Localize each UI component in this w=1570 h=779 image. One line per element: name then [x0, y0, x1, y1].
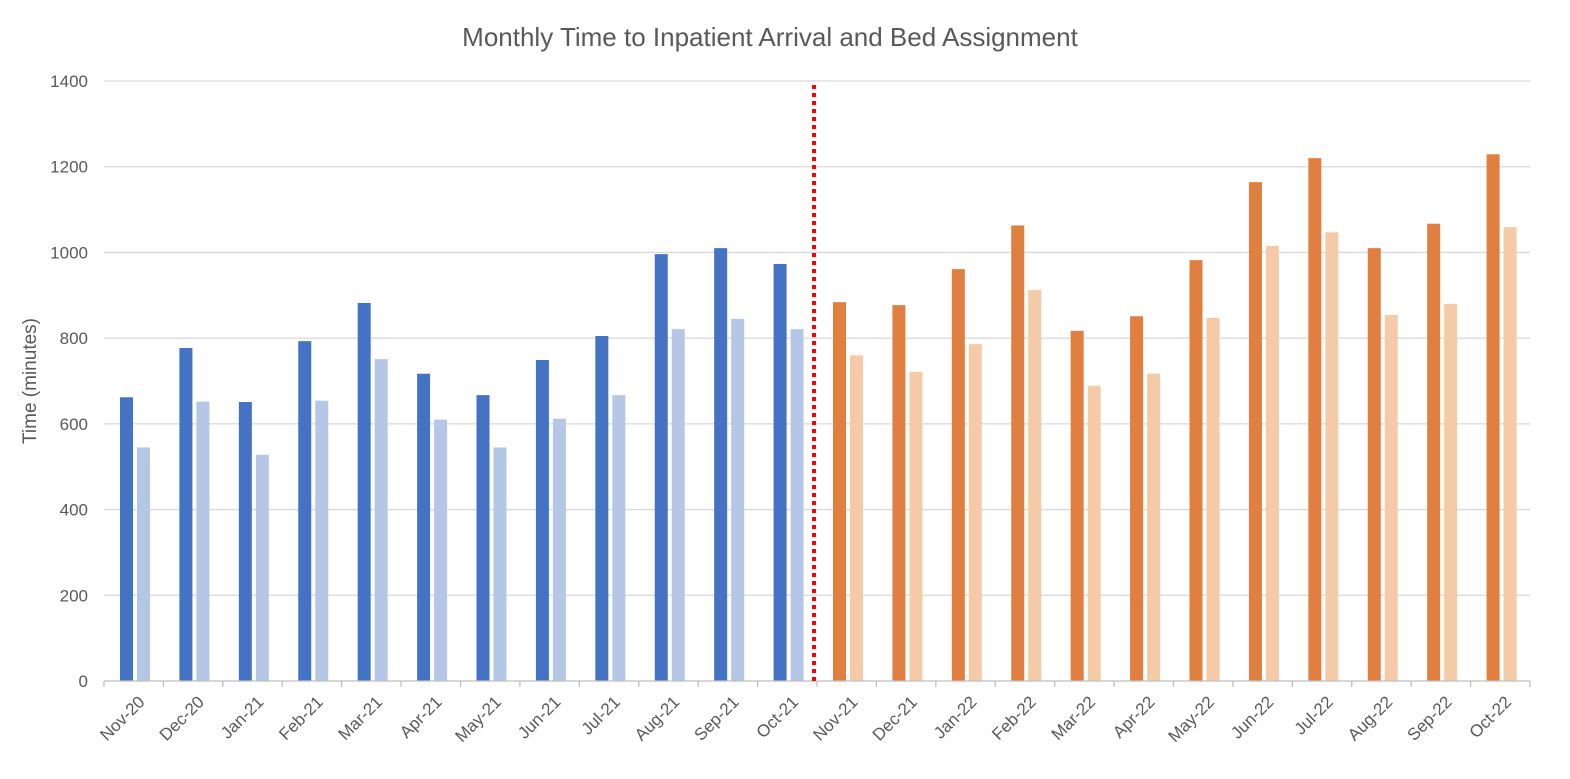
- bar-arrival: [892, 305, 906, 681]
- x-tick-label: Jan-21: [217, 692, 267, 742]
- x-axis-ticks: Nov-20 Dec-20 Jan-21 Feb-21 Mar-21 Apr-21 May-…: [96, 692, 1515, 746]
- y-tick-label: 1000: [50, 243, 88, 262]
- gridlines: [104, 80, 1530, 596]
- bar-bed-assignment: [1444, 303, 1458, 681]
- bar-bed-assignment: [1384, 315, 1398, 681]
- bar-bed-assignment: [968, 344, 982, 681]
- bar-arrival: [654, 254, 668, 681]
- bar-arrival: [773, 264, 787, 681]
- bar-arrival: [1011, 225, 1025, 681]
- bar-bed-assignment: [731, 318, 745, 681]
- bar-arrival: [833, 302, 846, 681]
- bar-bed-assignment: [671, 329, 685, 681]
- bar-bed-assignment: [1206, 318, 1220, 681]
- bar-arrival: [417, 373, 431, 681]
- bar-arrival: [357, 303, 371, 681]
- x-tick-label: Dec-20: [156, 692, 208, 744]
- y-tick-label: 1400: [50, 72, 88, 91]
- y-tick-label: 400: [60, 501, 88, 520]
- bar-arrival: [476, 395, 490, 681]
- x-tick-label: Nov-20: [96, 692, 148, 744]
- x-tick-label: May-21: [452, 692, 506, 746]
- bar-bed-assignment: [552, 418, 566, 681]
- bar-bed-assignment: [315, 400, 329, 681]
- bar-arrival: [298, 341, 312, 681]
- x-tick-label: Oct-21: [753, 692, 803, 742]
- x-tick-label: Apr-21: [396, 692, 446, 742]
- bar-bed-assignment: [493, 447, 507, 681]
- bar-arrival: [1248, 182, 1262, 681]
- bar-bed-assignment: [1147, 373, 1161, 681]
- x-tick-label: Jul-21: [578, 692, 624, 738]
- bar-arrival: [1486, 154, 1500, 682]
- bar-bed-assignment: [1087, 385, 1101, 681]
- bar-arrival: [1427, 223, 1441, 681]
- x-tick-label: Jun-22: [1227, 692, 1277, 742]
- x-tick-label: Dec-21: [869, 692, 921, 744]
- bar-arrival: [1130, 316, 1144, 681]
- bar-bed-assignment: [909, 372, 923, 681]
- bar-bed-assignment: [1028, 290, 1042, 681]
- bar-arrival: [238, 402, 252, 681]
- bar-arrival: [951, 269, 965, 681]
- bar-bed-assignment: [137, 447, 150, 681]
- bar-arrival: [1308, 158, 1322, 682]
- y-axis-ticks: 0 200 400 600 800 1000 1200 1400: [50, 72, 88, 691]
- x-axis: [103, 680, 1531, 687]
- chart-title: Monthly Time to Inpatient Arrival and Be…: [462, 22, 1078, 52]
- x-tick-label: Aug-22: [1344, 692, 1396, 744]
- bar-bed-assignment: [1325, 232, 1339, 682]
- bar-bed-assignment: [255, 454, 269, 681]
- bar-bed-assignment: [850, 355, 863, 681]
- x-tick-label: Jan-22: [930, 692, 980, 742]
- bar-bed-assignment: [434, 419, 448, 681]
- bar-arrival: [535, 360, 549, 681]
- y-tick-label: 1200: [50, 158, 88, 177]
- x-tick-label: Feb-22: [988, 692, 1040, 744]
- x-tick-label: Jun-21: [514, 692, 564, 742]
- y-tick-label: 200: [60, 586, 88, 605]
- x-tick-label: Oct-22: [1466, 692, 1516, 742]
- bar-arrival: [1070, 330, 1084, 681]
- bar-arrival: [714, 248, 728, 681]
- bar-bed-assignment: [374, 359, 388, 681]
- x-tick-label: Aug-21: [631, 692, 683, 744]
- x-tick-label: Jul-22: [1291, 692, 1337, 738]
- y-tick-label: 0: [79, 672, 88, 691]
- bar-bed-assignment: [790, 329, 804, 681]
- x-tick-label: Mar-21: [335, 692, 387, 744]
- bar-arrival: [120, 397, 133, 681]
- bar-arrival: [1367, 248, 1381, 681]
- bar-bed-assignment: [612, 395, 626, 681]
- bar-arrival: [1189, 260, 1203, 681]
- x-tick-label: Nov-21: [809, 692, 861, 744]
- bars: [120, 154, 1517, 682]
- x-tick-label: Feb-21: [275, 692, 327, 744]
- bar-bed-assignment: [1265, 246, 1279, 681]
- bar-bed-assignment: [1503, 227, 1517, 681]
- y-tick-label: 800: [60, 329, 88, 348]
- bar-arrival: [595, 336, 609, 681]
- y-tick-label: 600: [60, 415, 88, 434]
- x-tick-label: Apr-22: [1109, 692, 1159, 742]
- bar-bed-assignment: [196, 401, 210, 681]
- x-tick-label: Mar-22: [1048, 692, 1100, 744]
- bar-arrival: [179, 348, 193, 681]
- x-tick-label: Sep-22: [1403, 692, 1455, 744]
- x-tick-label: May-22: [1165, 692, 1219, 746]
- y-axis-label: Time (minutes): [20, 318, 41, 444]
- x-tick-label: Sep-21: [690, 692, 742, 744]
